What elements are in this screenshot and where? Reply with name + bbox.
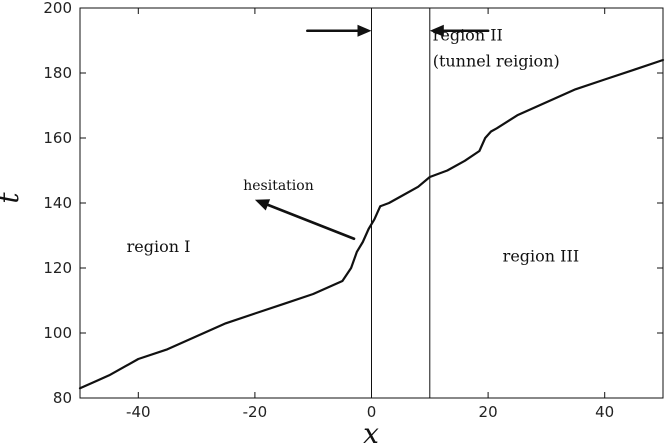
series-layer: [78, 58, 665, 390]
annotation-label-0: hesitation: [243, 178, 313, 194]
y-tick-label: 180: [43, 64, 72, 82]
arrow-head-0: [254, 199, 271, 211]
annotation-arrows: [254, 24, 490, 241]
y-tick-label: 160: [43, 129, 72, 147]
y-tick-label: 100: [43, 324, 72, 342]
tick-labels: -40 -20 0 20 40 80 100 120 140 160 180 200: [43, 0, 614, 421]
x-tick-label: 40: [595, 403, 614, 421]
x-tick-label: 0: [367, 403, 377, 421]
x-axis-label: x: [363, 417, 379, 446]
annotation-label-1: region I: [127, 237, 191, 256]
axes: [79, 7, 664, 399]
arrow-head-2: [429, 24, 444, 37]
arrow-2: [429, 24, 490, 37]
boundary-lines: [371, 8, 431, 398]
y-tick-label: 120: [43, 259, 72, 277]
annotation-label-3: (tunnel reigion): [433, 52, 560, 71]
y-tick-label: 200: [43, 0, 72, 17]
trajectory-line-0: [78, 58, 665, 390]
y-tick-label: 80: [53, 389, 72, 407]
annotation-label-2: region II: [433, 26, 503, 45]
y-axis-label: t: [0, 192, 25, 204]
arrow-shaft-0: [266, 203, 356, 241]
annotation-label-4: region III: [503, 247, 579, 266]
x-tick-label: 20: [479, 403, 498, 421]
arrow-1: [306, 24, 372, 37]
y-tick-label: 140: [43, 194, 72, 212]
x-tick-label: -40: [126, 403, 151, 421]
x-tick-label: -20: [243, 403, 268, 421]
annotations: hesitation region I region II (tunnel reigi…: [127, 26, 580, 266]
arrow-0: [254, 199, 356, 241]
arrow-head-1: [357, 24, 372, 37]
